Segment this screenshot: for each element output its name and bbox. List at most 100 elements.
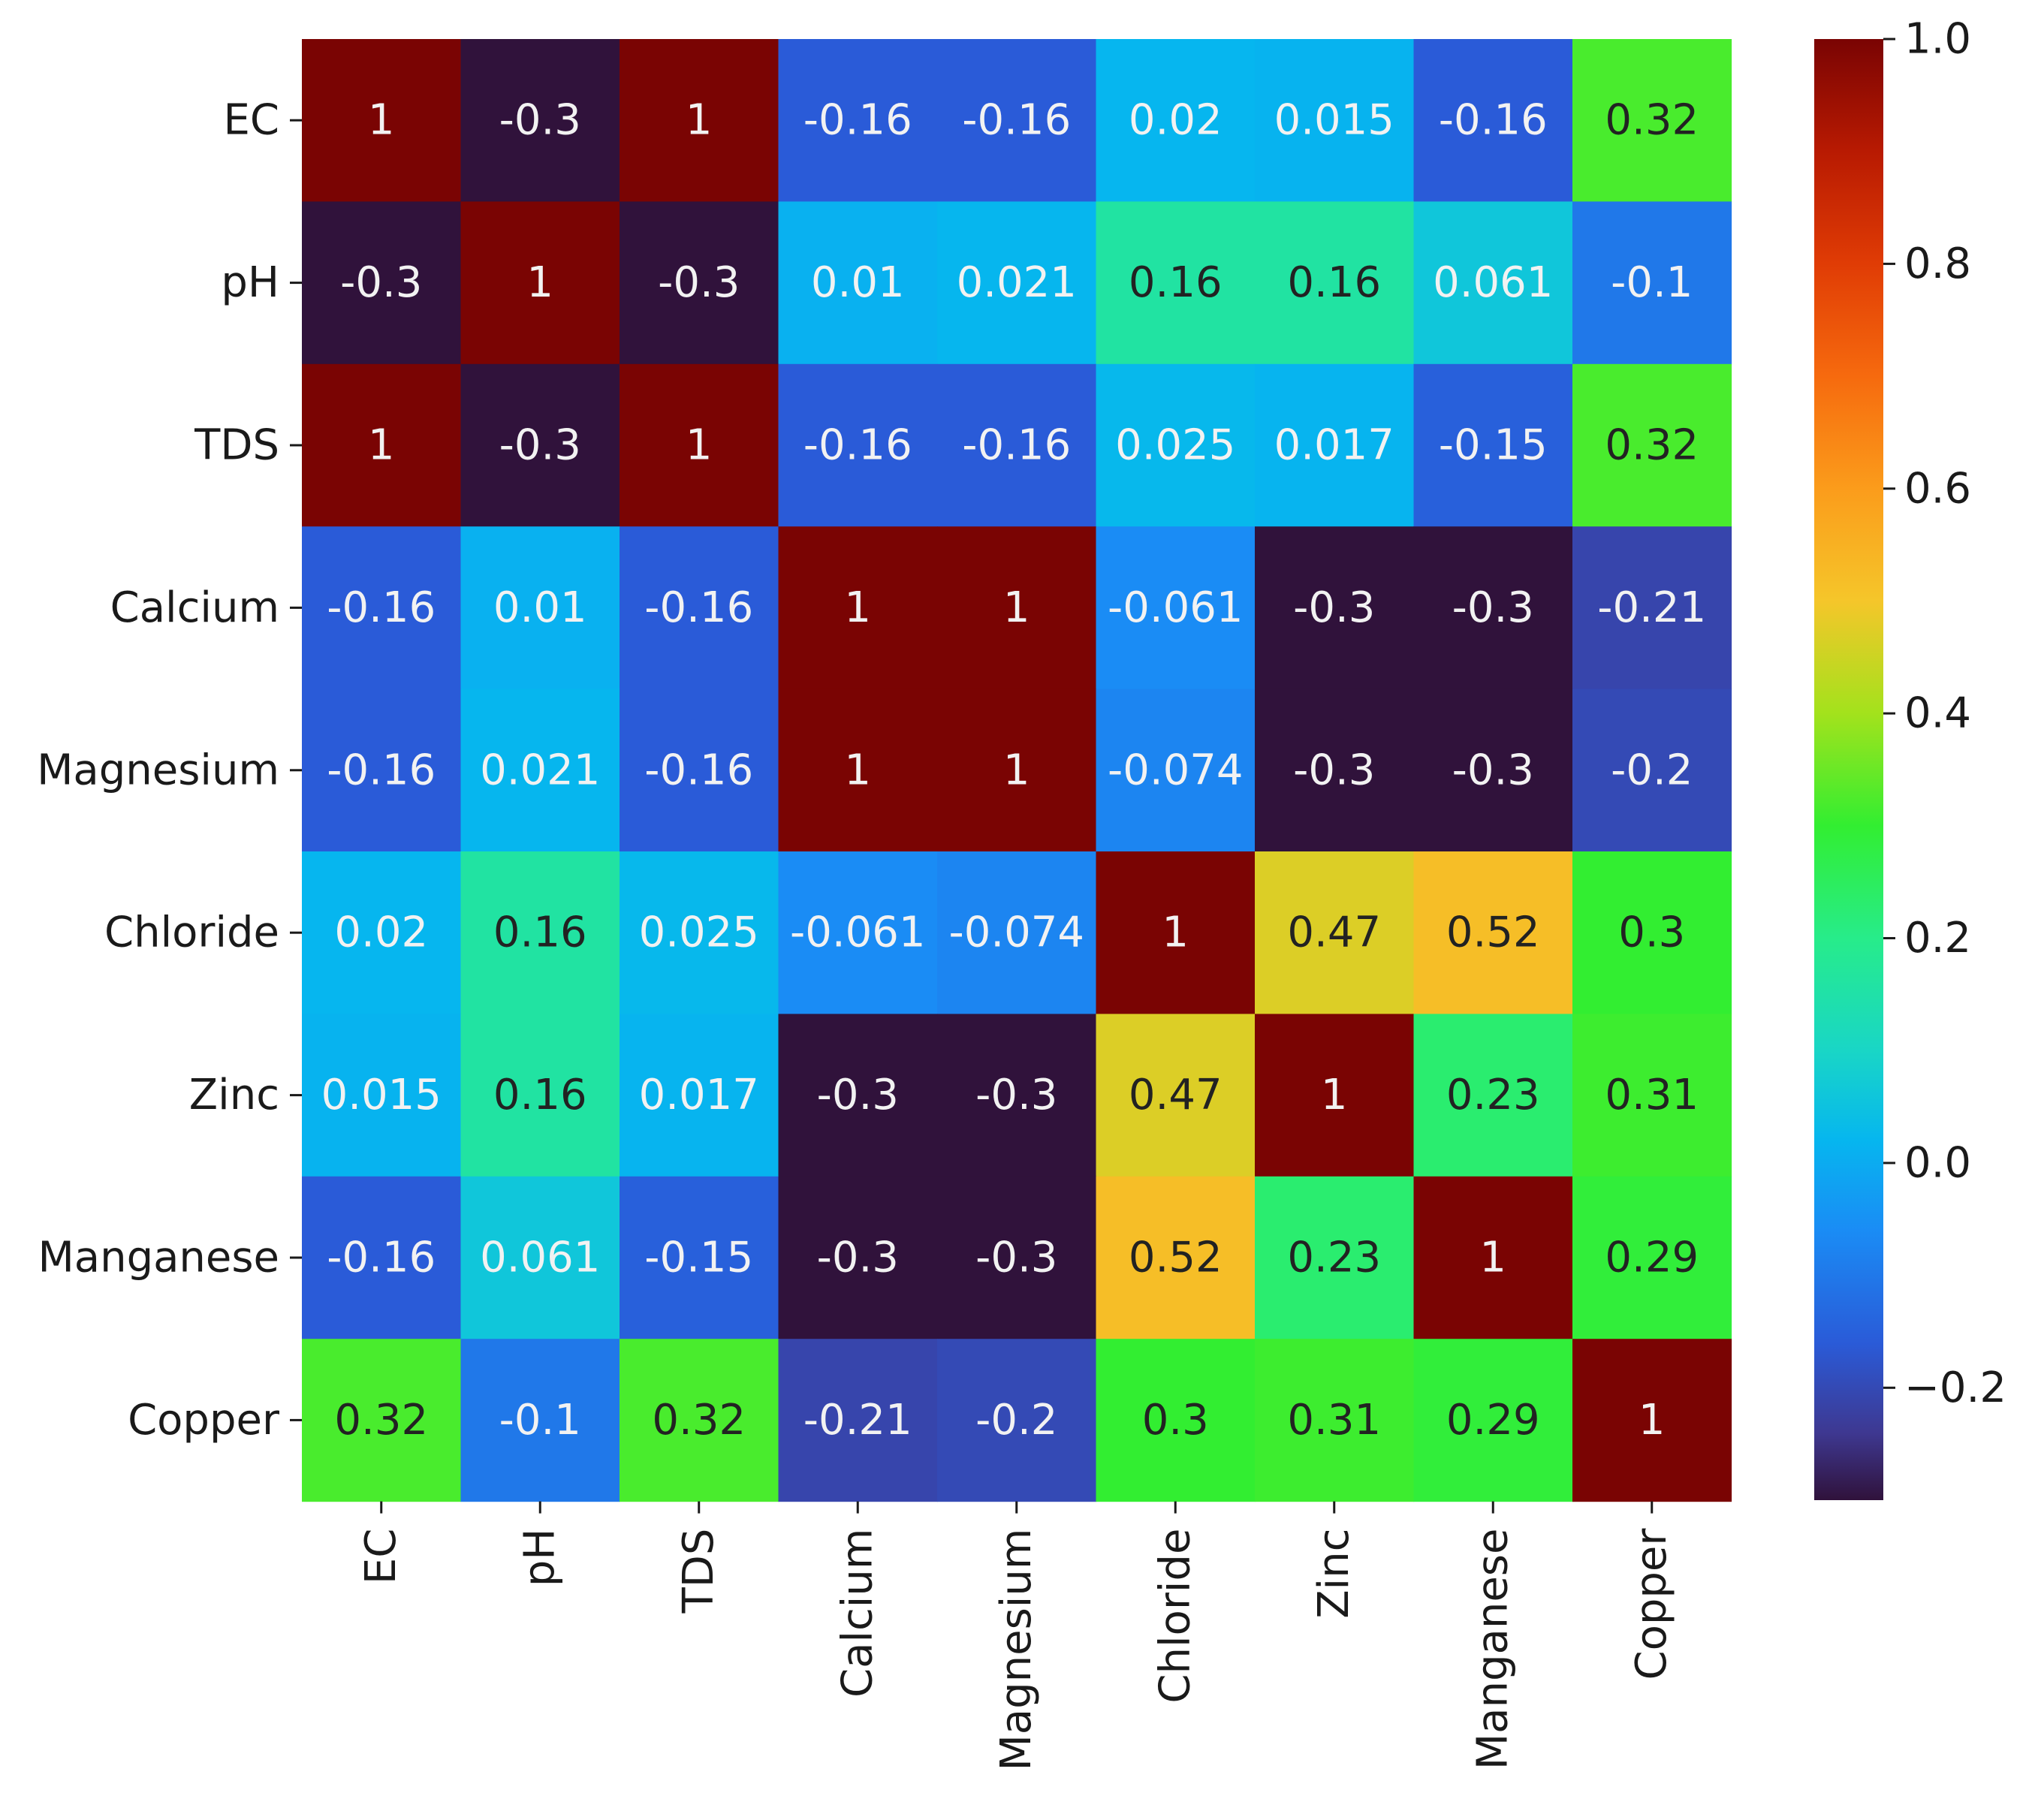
cell-value-label: 0.3 (1142, 1396, 1209, 1445)
cell-value-label: 1 (844, 583, 871, 632)
heatmap-cell (778, 39, 938, 202)
heatmap-cell (620, 526, 779, 690)
y-tick-label: Copper (128, 1396, 280, 1445)
cell-value-label: 1 (1321, 1071, 1348, 1119)
heatmap-cell (460, 39, 620, 202)
heatmap-cell (778, 526, 938, 690)
heatmap-cell (460, 1014, 620, 1177)
cell-value-label: 0.23 (1287, 1234, 1381, 1282)
heatmap-cell (620, 39, 779, 202)
heatmap-cell (1255, 526, 1415, 690)
cell-value-label: 0.52 (1129, 1234, 1223, 1282)
cell-value-label: 0.32 (1605, 96, 1699, 145)
cell-value-label: -0.16 (327, 746, 436, 794)
heatmap-cell (1413, 39, 1573, 202)
heatmap-cell (620, 363, 779, 527)
y-tick-label: Magnesium (37, 746, 279, 794)
heatmap-cell (937, 201, 1097, 365)
cell-value-label: 0.015 (321, 1071, 442, 1119)
heatmap-cell (778, 201, 938, 365)
cell-value-label: -0.3 (817, 1071, 899, 1119)
heatmap-cell (778, 689, 938, 852)
heatmap-cell (620, 1339, 779, 1502)
heatmap-cell (1096, 851, 1256, 1014)
heatmap-cell (1255, 201, 1415, 365)
cell-value-label: -0.1 (1611, 258, 1693, 307)
cell-value-label: -0.16 (1439, 96, 1548, 145)
cell-value-label: -0.074 (1108, 746, 1244, 794)
cell-value-label: 0.01 (811, 258, 905, 307)
heatmap-cell (1255, 1339, 1415, 1502)
colorbar: 1.0 0.8 0.6 0.4 0.2 0.0 −0.2 (1814, 15, 2006, 1500)
cell-value-label: 0.23 (1446, 1071, 1540, 1119)
y-tick-label: Manganese (38, 1234, 279, 1282)
colorbar-tick-label: 0.8 (1904, 240, 1971, 288)
heatmap-cell (1255, 363, 1415, 527)
heatmap-cell (1096, 1339, 1256, 1502)
cell-value-label: 0.021 (957, 258, 1077, 307)
heatmap-cell (302, 689, 462, 852)
heatmap-cell (302, 1339, 462, 1502)
heatmap-cell (1413, 1339, 1573, 1502)
cell-value-label: -0.15 (1439, 421, 1548, 470)
cell-value-label: 1 (1003, 746, 1030, 794)
cell-value-label: 1 (1639, 1396, 1666, 1445)
cell-value-label: 0.32 (652, 1396, 746, 1445)
heatmap-cell (1413, 689, 1573, 852)
colorbar-tick-label: 0.0 (1904, 1138, 1971, 1187)
heatmap-cell (937, 689, 1097, 852)
heatmap-cell (1572, 1014, 1732, 1177)
heatmap-cell (460, 363, 620, 527)
cell-value-label: 0.29 (1446, 1396, 1540, 1445)
heatmap-cell (460, 689, 620, 852)
heatmap-cell (937, 363, 1097, 527)
cell-value-label: -0.2 (975, 1396, 1057, 1445)
cell-value-label: -0.21 (1597, 583, 1706, 632)
heatmap-cell (937, 1014, 1097, 1177)
cell-value-label: -0.3 (817, 1234, 899, 1282)
colorbar-tick-label: 0.4 (1904, 689, 1971, 738)
heatmap-cell (1096, 363, 1256, 527)
cell-value-label: -0.3 (975, 1071, 1057, 1119)
colorbar-tick-label: 0.6 (1904, 464, 1971, 513)
heatmap-cell (1572, 201, 1732, 365)
heatmap-cell (1096, 689, 1256, 852)
y-tick-label: Calcium (110, 583, 279, 632)
cell-value-label: -0.3 (658, 258, 740, 307)
heatmap-cell (302, 363, 462, 527)
y-tick-label: Zinc (189, 1071, 279, 1119)
cell-value-label: 0.47 (1129, 1071, 1223, 1119)
heatmap-cell (778, 1014, 938, 1177)
x-tick-label: pH (516, 1529, 565, 1587)
x-tick-label: TDS (674, 1529, 723, 1614)
heatmap-cell (1096, 1176, 1256, 1339)
heatmap-cell (460, 526, 620, 690)
cell-value-label: 0.31 (1287, 1396, 1381, 1445)
colorbar-tick-label: 0.2 (1904, 914, 1971, 963)
cell-value-label: 0.52 (1446, 908, 1540, 957)
cell-value-label: 1 (526, 258, 553, 307)
heatmap-cell (1572, 1176, 1732, 1339)
cell-value-label: -0.061 (1108, 583, 1244, 632)
heatmap-cell (1413, 851, 1573, 1014)
cell-value-label: 1 (1479, 1234, 1506, 1282)
cell-value-label: 0.021 (480, 746, 600, 794)
heatmap-cell (302, 1176, 462, 1339)
colorbar-gradient (1814, 39, 1883, 1500)
x-tick-label: Chloride (1151, 1529, 1200, 1704)
heatmap-cell (1255, 851, 1415, 1014)
cell-value-label: 0.025 (639, 908, 759, 957)
cell-value-label: -0.21 (803, 1396, 912, 1445)
cell-value-label: 0.32 (1605, 421, 1699, 470)
heatmap-cells (302, 39, 1732, 1502)
colorbar-tick-label: 1.0 (1904, 15, 1971, 64)
x-tick-label: Calcium (834, 1529, 882, 1698)
heatmap-cell (1255, 39, 1415, 202)
cell-value-label: 0.015 (1274, 96, 1394, 145)
heatmap-cell (1096, 201, 1256, 365)
cell-value-label: 0.02 (1129, 96, 1223, 145)
cell-value-label: -0.2 (1611, 746, 1693, 794)
heatmap-cell (1096, 526, 1256, 690)
cell-value-label: 0.16 (1287, 258, 1381, 307)
